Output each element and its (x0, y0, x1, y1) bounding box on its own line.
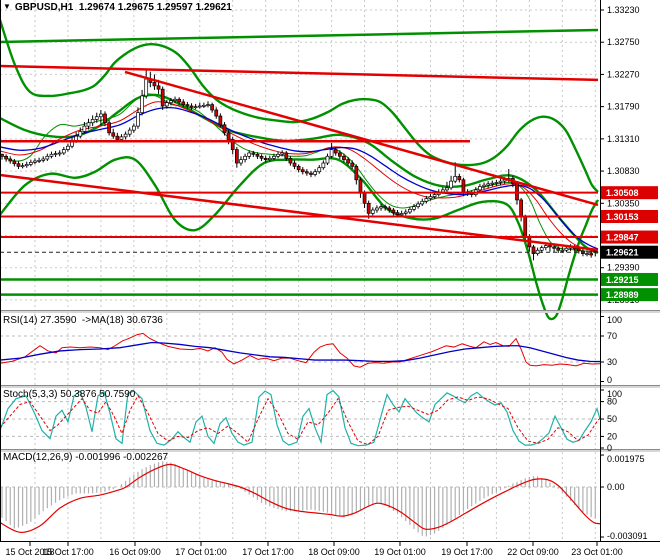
chevron-down-icon[interactable]: ▼ (3, 2, 11, 11)
svg-text:1.32270: 1.32270 (607, 69, 640, 79)
ohlc-values: 1.29674 1.29675 1.29597 1.29621 (78, 2, 232, 13)
trend-level-lines (0, 28, 599, 296)
chart-title: ▼ GBPUSD,H1 1.29674 1.29675 1.29597 1.296… (3, 2, 232, 13)
svg-text:23 Oct 01:00: 23 Oct 01:00 (571, 547, 623, 557)
svg-text:15 Oct 17:00: 15 Oct 17:00 (42, 547, 94, 557)
rsi-pane (0, 332, 601, 368)
svg-text:1.30350: 1.30350 (607, 198, 640, 208)
pane-separators (0, 0, 660, 542)
rsi-indicator-label: RSI(14) 27.3590 ->MA(18) 30.6736 (3, 315, 163, 326)
svg-text:20: 20 (607, 431, 617, 441)
svg-text:0: 0 (607, 375, 612, 385)
svg-text:1.31790: 1.31790 (607, 102, 640, 112)
price-badge: 1.29215 (601, 272, 658, 286)
svg-text:1.29621: 1.29621 (606, 248, 639, 258)
svg-text:1.29847: 1.29847 (606, 233, 639, 243)
svg-text:80: 80 (607, 397, 617, 407)
svg-text:22 Oct 09:00: 22 Oct 09:00 (507, 547, 559, 557)
macd-indicator-label: MACD(12,26,9) -0.001996 -0.002267 (3, 452, 169, 463)
svg-text:0.001975: 0.001975 (607, 454, 645, 464)
svg-text:1.30153: 1.30153 (606, 212, 639, 222)
price-axis: 1.33230 1.32750 1.32270 1.31790 1.31310 1.308… (600, 5, 658, 305)
macd-pane (0, 461, 601, 537)
svg-text:1.30508: 1.30508 (606, 188, 639, 198)
svg-text:70: 70 (607, 331, 617, 341)
price-badge: 1.30153 (601, 210, 658, 224)
svg-text:100: 100 (607, 389, 622, 399)
price-badge: 1.30508 (601, 186, 658, 200)
svg-text:1.31310: 1.31310 (607, 134, 640, 144)
svg-text:1.30830: 1.30830 (607, 166, 640, 176)
svg-text:0: 0 (607, 443, 612, 453)
svg-text:50: 50 (607, 414, 617, 424)
svg-text:0.00: 0.00 (607, 482, 625, 492)
price-badge: 1.29847 (601, 230, 658, 244)
stochastic-pane (0, 389, 601, 447)
svg-text:17 Oct 17:00: 17 Oct 17:00 (242, 547, 294, 557)
svg-text:16 Oct 09:00: 16 Oct 09:00 (109, 547, 161, 557)
symbol-period-label: GBPUSD,H1 (14, 2, 74, 13)
svg-text:19 Oct 01:00: 19 Oct 01:00 (374, 547, 426, 557)
price-badge: 1.28989 (601, 288, 658, 302)
candles-layer (0, 68, 598, 261)
svg-text:19 Oct 17:00: 19 Oct 17:00 (441, 547, 493, 557)
svg-text:17 Oct 01:00: 17 Oct 01:00 (175, 547, 227, 557)
svg-text:30: 30 (607, 357, 617, 367)
svg-text:1.33230: 1.33230 (607, 5, 640, 15)
stochastic-indicator-label: Stoch(5,3,3) 50.3876 50.7590 (3, 389, 136, 400)
svg-text:18 Oct 09:00: 18 Oct 09:00 (308, 547, 360, 557)
svg-text:1.28989: 1.28989 (606, 290, 639, 300)
price-badge: 1.29621 (601, 245, 658, 259)
svg-text:100: 100 (607, 315, 622, 325)
svg-text:1.29215: 1.29215 (606, 275, 639, 285)
svg-text:1.29390: 1.29390 (607, 263, 640, 273)
svg-text:-0.003091: -0.003091 (607, 531, 648, 541)
svg-text:1.32750: 1.32750 (607, 37, 640, 47)
svg-text:15 Oct 2018: 15 Oct 2018 (5, 547, 54, 557)
